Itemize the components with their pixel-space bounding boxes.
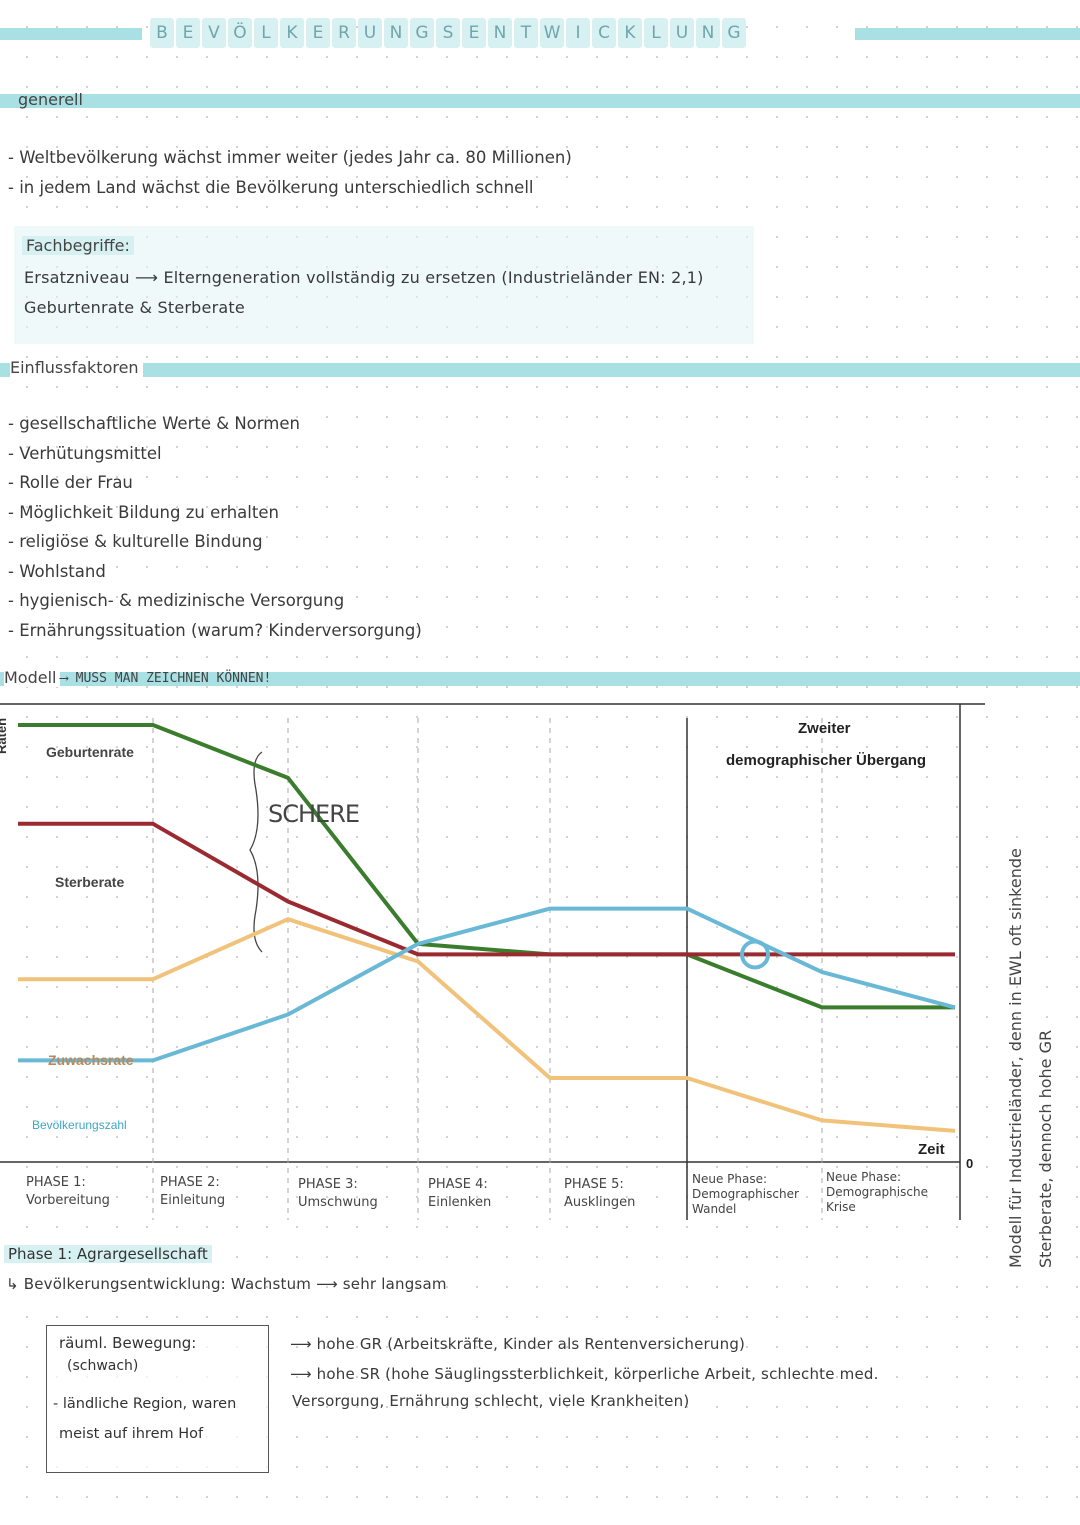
phase1-movement-box: räuml. Bewegung: (schwach) - ländliche R…	[46, 1325, 269, 1473]
series-label-sterberate: Sterberate	[55, 874, 125, 890]
side-note-line2: Sterberate, dennoch hohe GR	[1036, 1029, 1055, 1268]
phase1-box-title: räuml. Bewegung:	[59, 1334, 197, 1352]
series-label-bevoelkerungszahl: Bevölkerungszahl	[32, 1118, 127, 1132]
title-letter: U	[670, 18, 694, 48]
y-zero-label: 0	[966, 1156, 974, 1171]
section-bar-modell	[0, 672, 1080, 686]
list-item: religiöse & kulturelle Bindung	[8, 532, 422, 562]
schere-brace	[249, 751, 263, 953]
section-label-modell: Modell	[4, 668, 61, 687]
title-letter: E	[176, 18, 200, 48]
title-letter: L	[644, 18, 668, 48]
series-label-zuwachsrate: Zuwachsrate	[48, 1052, 134, 1068]
phase-label-1: PHASE 1: Vorbereitung	[26, 1175, 110, 1208]
title-letter: U	[358, 18, 382, 48]
schere-annotation: SCHERE	[268, 800, 360, 828]
title-letter: B	[150, 18, 174, 48]
list-item: Wohlstand	[8, 562, 422, 592]
section-label-generell: generell	[18, 90, 83, 109]
phase-label-7: Neue Phase: Demographische Krise	[826, 1170, 928, 1214]
phase1-point3: Versorgung, Ernährung schlecht, viele Kr…	[292, 1392, 690, 1410]
phase1-box-sub: (schwach)	[67, 1358, 139, 1374]
chart-y-label: Raten	[0, 717, 9, 754]
phase1-sub: ↳ Bevölkerungsentwicklung: Wachstum ⟶ se…	[6, 1275, 447, 1293]
section-bar-einflussfaktoren	[0, 363, 1080, 377]
list-item: hygienisch- & medizinische Versorgung	[8, 591, 422, 621]
phase-label-3: PHASE 3: Umschwung	[298, 1177, 378, 1210]
side-note-line1: Modell für Industrieländer, denn in EWL …	[1006, 848, 1025, 1268]
x-axis-label: Zeit	[918, 1141, 945, 1158]
list-item: Rolle der Frau	[8, 473, 422, 503]
series-line-geburtenrate	[18, 723, 955, 1010]
modell-note: ⟶ MUSS MAN ZEICHNEN KÖNNEN!	[60, 671, 272, 686]
second-transition-line1: Zweiter	[798, 720, 851, 737]
title-letter: E	[462, 18, 486, 48]
title-letter: E	[306, 18, 330, 48]
title-letter: W	[540, 18, 564, 48]
title-letter: N	[488, 18, 512, 48]
fachbegriffe-line1: Ersatzniveau ⟶ Elterngeneration vollstän…	[24, 268, 704, 287]
phase1-point1: ⟶ hohe GR (Arbeitskräfte, Kinder als Ren…	[290, 1335, 746, 1353]
demographic-transition-chart	[0, 703, 985, 1220]
title-letter: K	[618, 18, 642, 48]
list-item: Verhütungsmittel	[8, 444, 422, 474]
series-label-geburtenrate: Geburtenrate	[46, 744, 134, 760]
title-letter: L	[254, 18, 278, 48]
title-letter: K	[280, 18, 304, 48]
list-item: in jedem Land wächst die Bevölkerung unt…	[8, 178, 572, 208]
phase1-box-line2: meist auf ihrem Hof	[59, 1426, 204, 1442]
phase-label-5: PHASE 5: Ausklingen	[564, 1177, 636, 1210]
title-letter: G	[722, 18, 746, 48]
title-letter: Ö	[228, 18, 252, 48]
title-bar-right	[855, 28, 1080, 40]
title-letter: C	[592, 18, 616, 48]
list-item: Ernährungssituation (warum? Kinderversor…	[8, 621, 422, 651]
series-line-sterberate	[18, 821, 955, 957]
phase-label-2: PHASE 2: Einleitung	[160, 1175, 226, 1208]
title-letter: N	[696, 18, 720, 48]
title-bar-left	[0, 28, 142, 40]
section-bar-generell	[0, 94, 1080, 108]
list-item: Möglichkeit Bildung zu erhalten	[8, 503, 422, 533]
phase1-heading: Phase 1: Agrargesellschaft	[4, 1245, 212, 1263]
title-letter: T	[514, 18, 538, 48]
fachbegriffe-label: Fachbegriffe:	[22, 236, 134, 255]
phase-label-4: PHASE 4: Einlenken	[428, 1177, 492, 1210]
fachbegriffe-box	[14, 226, 754, 344]
phase1-point2: ⟶ hohe SR (hohe Säuglingssterblichkeit, …	[290, 1365, 879, 1383]
crossing-marker	[740, 939, 770, 970]
series-line-zuwachsrate	[18, 917, 956, 1133]
title-letter: R	[332, 18, 356, 48]
section-label-einflussfaktoren: Einflussfaktoren	[10, 358, 143, 377]
einflussfaktoren-list: gesellschaftliche Werte & Normen Verhütu…	[8, 414, 422, 650]
list-item: Weltbevölkerung wächst immer weiter (jed…	[8, 148, 572, 178]
phase1-box-line1: - ländliche Region, waren	[53, 1396, 237, 1412]
title-letter: N	[384, 18, 408, 48]
title-letter: I	[566, 18, 590, 48]
phase-label-6: Neue Phase: Demographischer Wandel	[692, 1172, 799, 1216]
title-letter: G	[410, 18, 434, 48]
generell-list: Weltbevölkerung wächst immer weiter (jed…	[8, 148, 572, 207]
second-transition-line2: demographischer Übergang	[726, 752, 927, 769]
list-item: gesellschaftliche Werte & Normen	[8, 414, 422, 444]
title-letter: V	[202, 18, 226, 48]
title-letter: S	[436, 18, 460, 48]
series-line-bevölkerungszahl	[18, 906, 956, 1063]
fachbegriffe-line2: Geburtenrate & Sterberate	[24, 298, 245, 317]
